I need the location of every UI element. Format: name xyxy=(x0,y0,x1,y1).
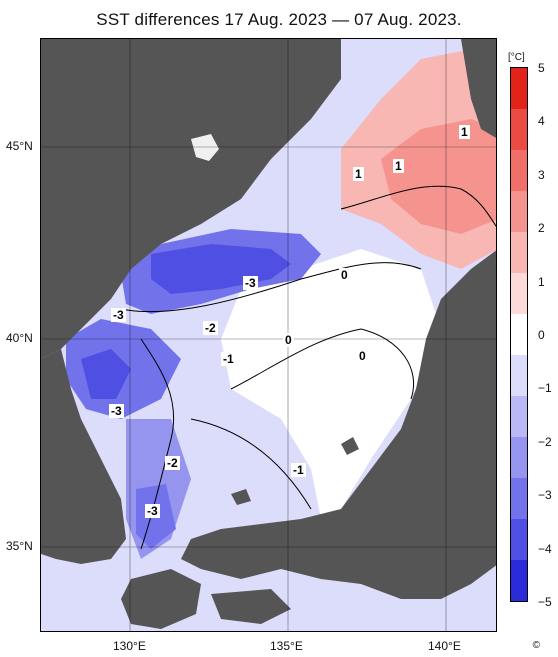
contour-lines xyxy=(120,185,496,550)
colorbar-band xyxy=(511,68,527,110)
contour-label: 1 xyxy=(393,159,404,173)
colorbar-tick: 1 xyxy=(538,275,545,289)
hokkaido-landmass xyxy=(461,39,496,138)
lon-label-130: 130°E xyxy=(113,639,146,653)
sst-map-canvas xyxy=(41,39,496,631)
contour-label: 0 xyxy=(339,268,350,282)
contour-label: -2 xyxy=(203,321,218,335)
contour-label: -1 xyxy=(291,463,306,477)
neutral-region xyxy=(221,249,441,519)
lon-label-140: 140°E xyxy=(428,639,461,653)
cold-core-west xyxy=(81,349,131,399)
small-island xyxy=(191,134,219,161)
contour-line-m2 xyxy=(120,262,422,313)
contour-label: -1 xyxy=(221,352,236,366)
korea-landmass xyxy=(41,349,126,564)
contour-label: 1 xyxy=(459,125,470,139)
colorbar-tick: −5 xyxy=(538,595,552,609)
colorbar-band xyxy=(511,560,527,602)
colorbar-band xyxy=(511,396,527,438)
colorbar-band xyxy=(511,273,527,315)
colorbar-band xyxy=(511,437,527,479)
contour-line-m1 xyxy=(190,418,312,510)
colorbar-band xyxy=(511,191,527,233)
colorbar-band xyxy=(511,109,527,151)
colorbar-unit: [°C] xyxy=(508,52,525,63)
contour-label: 0 xyxy=(283,333,294,347)
colorbar-tick: 5 xyxy=(538,61,545,75)
contour-label: 1 xyxy=(353,167,364,181)
contour-line-0 xyxy=(230,328,415,400)
japan-honshu-landmass xyxy=(181,250,496,599)
colorbar-tick: 2 xyxy=(538,221,545,235)
shikoku-landmass xyxy=(211,589,291,624)
lon-label-135: 135°E xyxy=(270,639,303,653)
colorbar-tick: −1 xyxy=(538,381,552,395)
colorbar-tick: 4 xyxy=(538,114,545,128)
sado-island xyxy=(341,437,359,455)
contour-line-m3 xyxy=(140,338,175,550)
colorbar-band xyxy=(511,232,527,274)
colorbar-band xyxy=(511,314,527,356)
contour-label: -3 xyxy=(145,504,160,518)
contour-label: -2 xyxy=(165,456,180,470)
colorbar-band xyxy=(511,355,527,397)
colorbar-band xyxy=(511,478,527,520)
contour-label: -3 xyxy=(111,308,126,322)
lat-label-35: 35°N xyxy=(6,539,33,553)
lat-label-40: 40°N xyxy=(6,331,33,345)
contour-label: 0 xyxy=(357,349,368,363)
lat-label-45: 45°N xyxy=(6,139,33,153)
map-title: SST differences 17 Aug. 2023 — 07 Aug. 2… xyxy=(96,10,462,29)
kyushu-landmass xyxy=(121,569,201,629)
colorbar-band xyxy=(511,519,527,561)
colorbar-tick: −3 xyxy=(538,488,552,502)
contour-label: -3 xyxy=(109,404,124,418)
contour-label: -3 xyxy=(243,276,258,290)
copyright-mark: © xyxy=(532,640,540,651)
oki-island xyxy=(231,489,251,505)
colorbar-tick: 0 xyxy=(538,328,545,342)
colorbar-tick: −4 xyxy=(538,542,552,556)
warm-core-region xyxy=(381,119,496,234)
colorbar-tick: −2 xyxy=(538,435,552,449)
colorbar xyxy=(510,67,528,602)
sst-map: 1 1 1 0 0 0 -1 -1 -2 -2 -3 -3 -3 -3 xyxy=(40,38,497,632)
colorbar-band xyxy=(511,150,527,192)
contour-line-1 xyxy=(340,185,496,227)
colorbar-tick: 3 xyxy=(538,168,545,182)
continent-landmass xyxy=(41,39,341,359)
colorbar-gradient xyxy=(511,68,527,602)
